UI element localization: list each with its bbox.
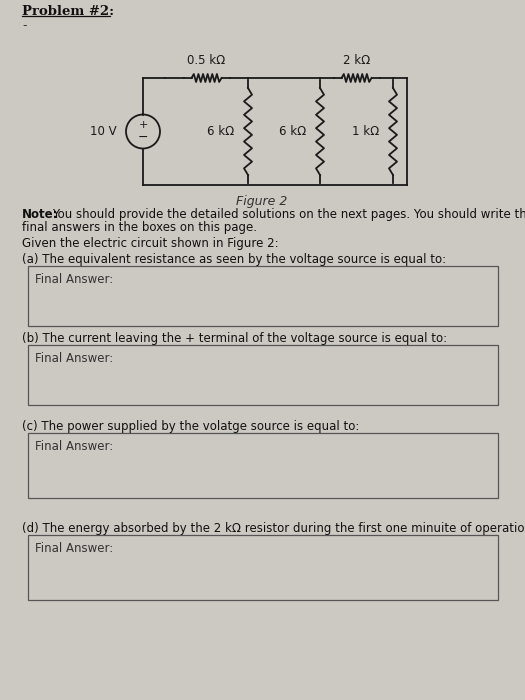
- Text: Figure 2: Figure 2: [236, 195, 288, 208]
- Text: (b) The current leaving the + terminal of the voltage source is equal to:: (b) The current leaving the + terminal o…: [22, 332, 447, 345]
- Text: Final Answer:: Final Answer:: [35, 273, 113, 286]
- Bar: [28, 535, 498, 600]
- Text: Final Answer:: Final Answer:: [35, 352, 113, 365]
- Bar: [28, 266, 498, 326]
- Text: 1 kΩ: 1 kΩ: [352, 125, 379, 138]
- Text: (c) The power supplied by the volatge source is equal to:: (c) The power supplied by the volatge so…: [22, 420, 360, 433]
- Bar: [28, 433, 498, 498]
- Text: 2 kΩ: 2 kΩ: [343, 54, 370, 67]
- Text: Given the electric circuit shown in Figure 2:: Given the electric circuit shown in Figu…: [22, 237, 279, 250]
- Text: (a) The equivalent resistance as seen by the voltage source is equal to:: (a) The equivalent resistance as seen by…: [22, 253, 446, 266]
- Text: 6 kΩ: 6 kΩ: [207, 125, 234, 138]
- Text: Final Answer:: Final Answer:: [35, 542, 113, 555]
- Text: +: +: [138, 120, 148, 130]
- Bar: [28, 345, 498, 405]
- Text: Final Answer:: Final Answer:: [35, 440, 113, 453]
- Text: -: -: [22, 19, 26, 32]
- Text: 6 kΩ: 6 kΩ: [279, 125, 306, 138]
- Text: −: −: [138, 131, 148, 144]
- Text: Note:: Note:: [22, 208, 58, 221]
- Text: final answers in the boxes on this page.: final answers in the boxes on this page.: [22, 221, 257, 234]
- Text: You should provide the detailed solutions on the next pages. You should write th: You should provide the detailed solution…: [52, 208, 525, 221]
- Text: (d) The energy absorbed by the 2 kΩ resistor during the first one minuite of ope: (d) The energy absorbed by the 2 kΩ resi…: [22, 522, 525, 535]
- Text: 10 V: 10 V: [90, 125, 117, 138]
- Text: 0.5 kΩ: 0.5 kΩ: [187, 54, 226, 67]
- Text: Problem #2:: Problem #2:: [22, 5, 114, 18]
